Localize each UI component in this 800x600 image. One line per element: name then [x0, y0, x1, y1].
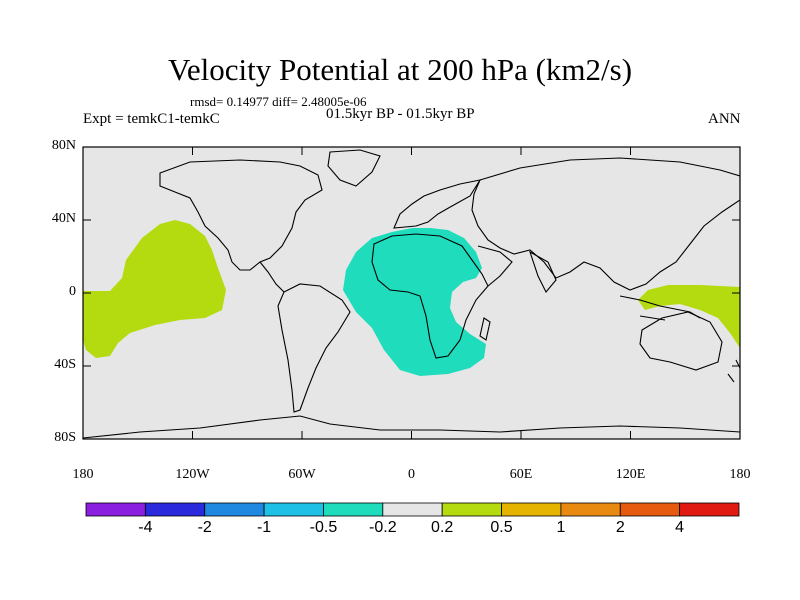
lat-tick-label: 80S — [54, 430, 76, 445]
colorbar-label: 2 — [615, 519, 625, 536]
colorbar-swatch — [382, 502, 443, 517]
coastlines — [83, 149, 740, 439]
colorbar-label: 0.2 — [431, 519, 454, 536]
colorbar-label: -0.2 — [369, 519, 397, 536]
positive-anomaly-region-east-pacific — [83, 220, 226, 358]
colorbar-label: 4 — [675, 519, 685, 536]
colorbar-swatch — [85, 502, 146, 517]
lat-tick-label: 40S — [54, 357, 76, 372]
season-label: ANN — [708, 111, 741, 127]
period-label: 01.5kyr BP - 01.5kyr BP — [326, 106, 475, 122]
colorbar-swatch — [323, 502, 384, 517]
rmsd-diff-line: rmsd= 0.14977 diff= 2.48005e-06 — [190, 94, 367, 109]
lat-tick-label: 40N — [51, 211, 76, 226]
lon-tick-label: 180 — [72, 467, 94, 482]
lon-tick-label: 120W — [175, 467, 210, 482]
colorbar — [85, 502, 740, 517]
colorbar-swatch — [144, 502, 206, 517]
lon-tick-label: 60E — [509, 467, 533, 482]
colorbar-label: 1 — [556, 519, 566, 536]
negative-anomaly-region-africa — [343, 228, 486, 376]
chart-title: Velocity Potential at 200 hPa (km2/s) — [167, 52, 633, 87]
colorbar-label: -4 — [138, 519, 153, 536]
colorbar-label: -2 — [197, 519, 212, 536]
lon-tick-label: 0 — [408, 467, 415, 482]
colorbar-swatch — [679, 502, 740, 517]
lat-tick-label: 80N — [51, 138, 76, 153]
y-axis-ticks — [83, 146, 740, 440]
lat-tick-label: 0 — [69, 284, 76, 299]
x-axis-ticks — [82, 147, 741, 439]
colorbar-swatch — [560, 502, 621, 517]
colorbar-swatch — [441, 502, 502, 517]
lon-tick-label: 120E — [615, 467, 646, 482]
colorbar-label: 0.5 — [490, 519, 513, 536]
colorbar-swatch — [204, 502, 265, 517]
lon-tick-label: 60W — [288, 467, 316, 482]
colorbar-swatch — [263, 502, 324, 517]
colorbar-label: -0.5 — [309, 519, 338, 536]
experiment-label: Expt = temkC1-temkC — [83, 111, 220, 127]
positive-anomaly-region-maritime-continent — [638, 285, 740, 348]
lon-tick-label: 180 — [729, 467, 751, 482]
colorbar-label: -1 — [256, 519, 272, 536]
colorbar-swatch — [501, 502, 562, 517]
colorbar-swatch — [619, 502, 681, 517]
